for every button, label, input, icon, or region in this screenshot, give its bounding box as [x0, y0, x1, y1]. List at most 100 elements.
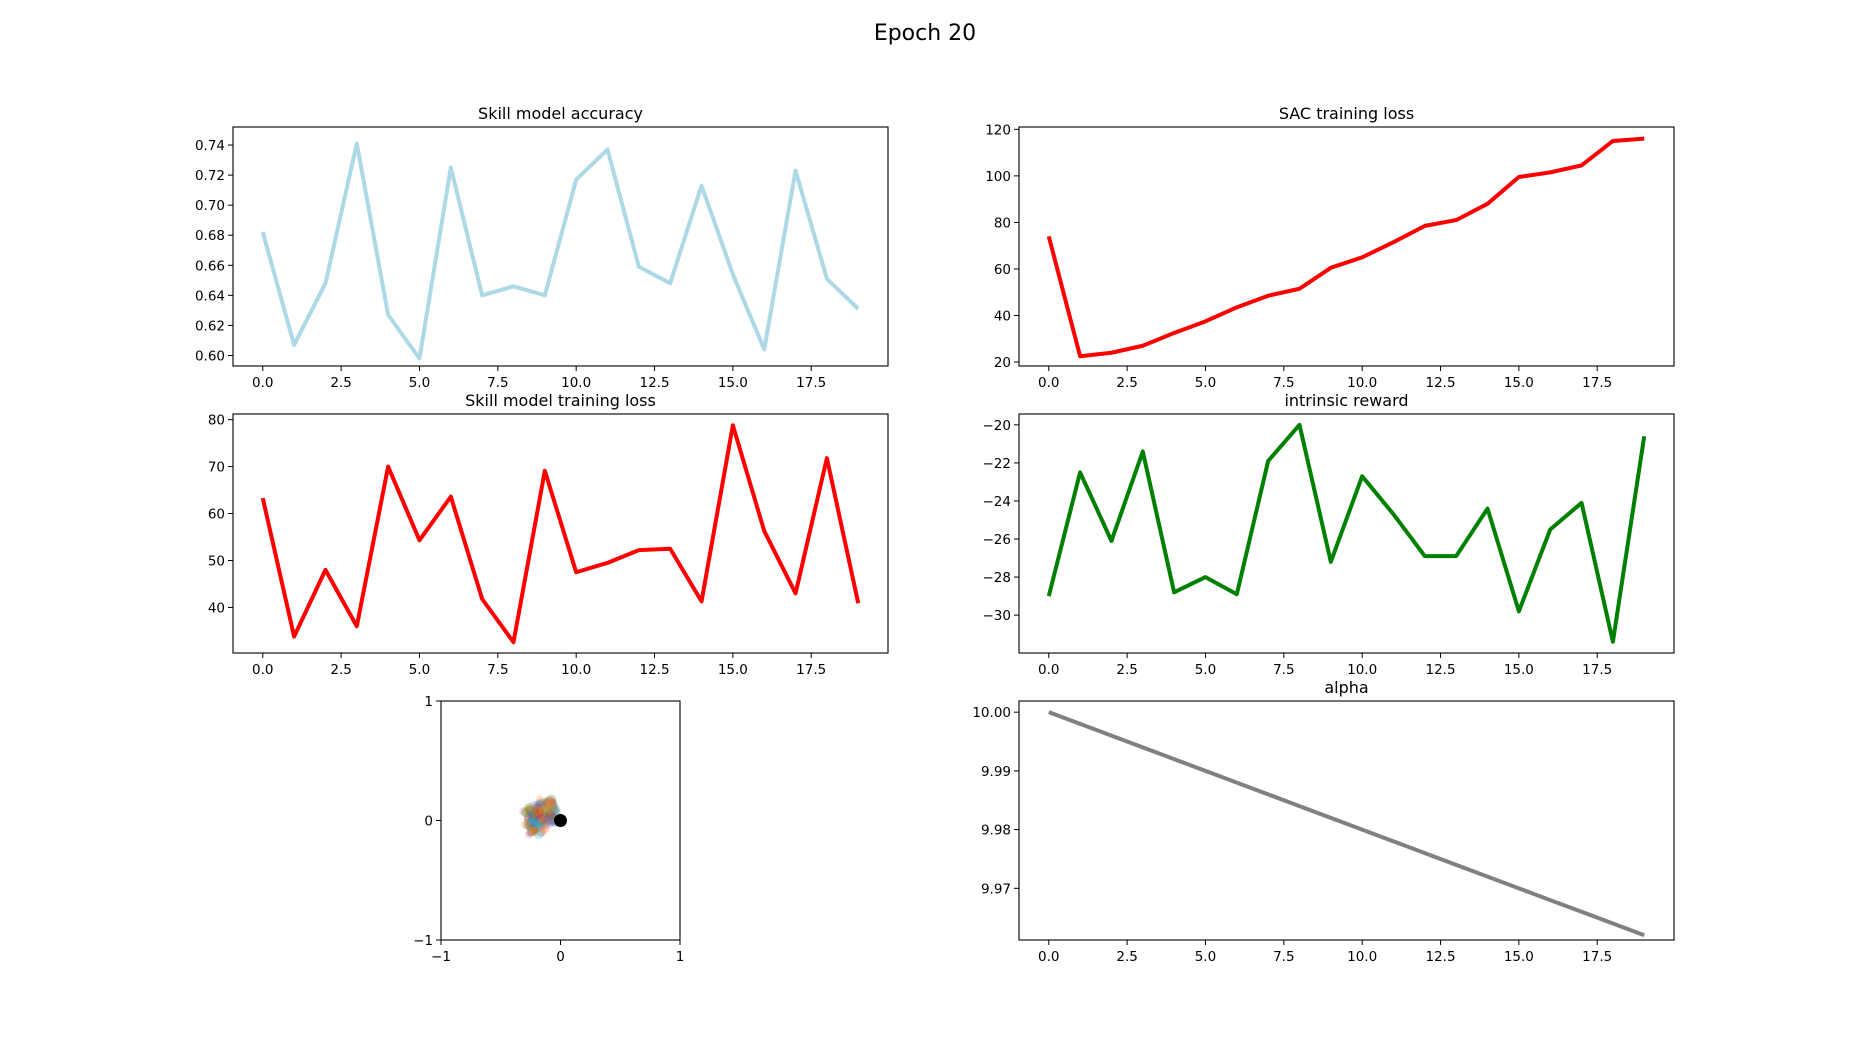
scatter-point [534, 814, 545, 825]
scatter-point [526, 828, 535, 837]
scatter-point [543, 815, 553, 825]
scatter-point [521, 820, 531, 830]
scatter-point [533, 817, 541, 825]
scatter-point [544, 800, 555, 811]
scatter-point [522, 805, 534, 816]
scatter-point [545, 800, 557, 812]
scatter-point [535, 815, 547, 827]
scatter-point [540, 804, 550, 814]
scatter-point [539, 818, 546, 825]
y-tick-label: 0.68 [195, 228, 225, 244]
scatter-point [535, 815, 544, 824]
x-tick-label: 1 [676, 949, 685, 965]
scatter-point [547, 801, 556, 810]
scatter-point [524, 802, 535, 814]
scatter-point [549, 798, 557, 806]
scatter-point [527, 820, 534, 827]
x-tick-label: 0 [556, 949, 565, 965]
scatter-point [539, 823, 547, 831]
scatter-point [524, 820, 536, 831]
y-tick-label: −1 [413, 933, 433, 949]
scatter-point [536, 814, 547, 825]
x-tick-label: 5.0 [1195, 375, 1216, 391]
x-tick-label: 12.5 [639, 662, 669, 678]
scatter-point [525, 805, 536, 816]
axes-frame [232, 126, 889, 367]
scatter-point [538, 820, 545, 827]
y-tick-label: 0.74 [195, 138, 225, 154]
scatter-point [534, 806, 543, 815]
scatter-point [540, 812, 550, 822]
y-tick-label: −20 [983, 418, 1012, 434]
scatter-point [542, 798, 550, 806]
scatter-point [542, 801, 552, 811]
scatter-point [539, 813, 546, 821]
y-tick-label: 0.60 [195, 348, 225, 364]
y-tick-label: 60 [994, 262, 1011, 278]
x-tick-label: 0.0 [1038, 375, 1059, 391]
x-tick-label: 12.5 [1425, 662, 1455, 678]
x-tick-label: 5.0 [409, 375, 430, 391]
scatter-point [529, 820, 540, 832]
x-tick-label: 7.5 [1273, 375, 1294, 391]
scatter-point [538, 814, 547, 823]
scatter-point [541, 801, 552, 812]
scatter-point [526, 805, 534, 812]
scatter-point [545, 794, 557, 806]
y-tick-label: −22 [983, 456, 1012, 472]
chart-title: SAC training loss [1279, 104, 1414, 123]
axes-frame [1018, 413, 1675, 654]
scatter-point [529, 817, 539, 828]
scatter-point [534, 809, 542, 817]
scatter-point [538, 805, 547, 815]
scatter-point [522, 806, 530, 815]
plot-area [519, 794, 567, 839]
x-tick-label: 10.0 [561, 662, 591, 678]
scatter-point [528, 814, 535, 821]
highlight-point [554, 814, 567, 827]
scatter-point [541, 817, 548, 824]
chart-title: Skill model accuracy [478, 104, 643, 123]
x-tick-label: 12.5 [639, 375, 669, 391]
plot-area [260, 423, 861, 645]
scatter-point [525, 817, 536, 828]
scatter-point [530, 807, 540, 817]
scatter-point [539, 807, 550, 818]
x-tick-label: 5.0 [1195, 949, 1216, 965]
scatter-point [533, 813, 543, 823]
series-line-1 [260, 423, 861, 645]
scatter-point [536, 807, 547, 817]
scatter-point [535, 800, 542, 807]
scatter-point [540, 809, 550, 818]
scatter-point [540, 825, 550, 834]
scatter-point [531, 826, 539, 834]
y-tick-label: 40 [208, 600, 225, 616]
scatter-point [537, 818, 546, 827]
x-tick-label: 17.5 [796, 375, 826, 391]
scatter-point [540, 801, 550, 811]
series-line-1 [1048, 710, 1645, 938]
scatter-point [542, 805, 551, 814]
x-tick-label: 12.5 [1425, 375, 1455, 391]
x-tick-label: 17.5 [1582, 662, 1612, 678]
scatter-point [537, 812, 545, 820]
scatter-point [547, 802, 557, 812]
x-tick-label: 2.5 [1116, 662, 1137, 678]
scatter-point [546, 796, 555, 805]
chart-title: Skill model training loss [465, 391, 656, 410]
scatter-point [529, 811, 540, 822]
scatter-point [532, 812, 542, 823]
scatter-point [542, 800, 554, 812]
scatter-point [532, 816, 544, 828]
x-tick-label: 7.5 [1273, 949, 1294, 965]
scatter-point [527, 809, 536, 818]
series-line-1 [1046, 422, 1647, 644]
scatter-point [545, 798, 555, 808]
scatter-point [532, 804, 541, 813]
y-tick-label: 40 [994, 309, 1011, 325]
scatter-point [544, 816, 555, 827]
subplot-2: SAC training loss 0.0 2.5 5.0 7.5 10.0 12.5 15.… [985, 104, 1675, 391]
scatter-point [543, 796, 554, 807]
figure-suptitle: Epoch 20 [874, 21, 976, 46]
